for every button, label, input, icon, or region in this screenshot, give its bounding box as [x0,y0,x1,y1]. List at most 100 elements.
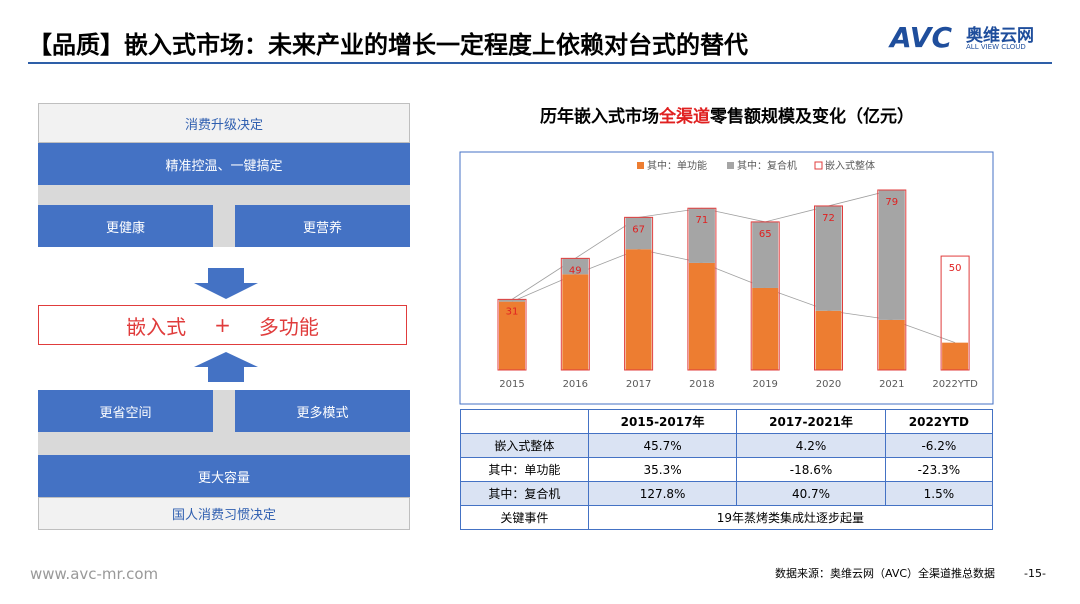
chart-frame [459,151,994,405]
table-cell: 35.3% [587,457,738,482]
x-tick-label: 2015 [499,379,524,390]
logo-name: 奥维云网 [966,25,1034,46]
data-label: 65 [759,229,772,240]
arrow-up [194,352,258,382]
total-outline [940,255,970,371]
page-number: -15- [1024,566,1046,580]
arrow-down [194,268,258,299]
slide-title: 【品质】嵌入式市场：未来产业的增长一定程度上依赖对台式的替代 [28,30,748,59]
table-cell: 其中：单功能 [460,457,589,482]
logo-mark: AVC [890,20,952,54]
title-part: 历年嵌入式市场 [540,106,659,127]
frame [38,432,410,455]
table-row: 其中：单功能 35.3% -18.6% -23.3% [460,457,994,482]
table-cell: 4.2% [736,433,886,458]
logo-sub: ALL VIEW CLOUD [966,43,1026,51]
data-label: 49 [569,265,582,276]
frame [213,205,235,247]
arrows [194,268,258,382]
table-cell: 其中：复合机 [460,481,589,506]
total-outline [497,298,527,371]
table-cell: -23.3% [884,457,994,482]
x-tick-label: 2019 [752,379,777,390]
table-header-cell: 2017-2021年 [736,409,886,434]
top-bar: 精准控温、一键搞定 [38,143,410,185]
data-label: 50 [949,263,962,274]
legend-swatch [637,162,644,169]
table-row: 嵌入式整体 45.7% 4.2% -6.2% [460,433,994,458]
title-part: 零售额规模及变化（亿元） [709,106,914,127]
frame [213,390,235,432]
chart-title: 历年嵌入式市场全渠道零售额规模及变化（亿元） [540,106,914,127]
bottom-bar: 更大容量 [38,455,410,497]
bar-segment [499,301,525,370]
legend-label: 其中：单功能 [647,159,707,172]
total-outline [877,189,907,371]
bar-segment [625,249,652,370]
bar-segment [815,310,842,370]
table-row: 关键事件 19年蒸烤类集成灶逐步起量 [460,505,994,530]
data-label: 71 [696,215,709,226]
x-tick-label: 2016 [563,379,588,390]
total-outline [624,216,654,371]
data-label: 31 [506,306,519,317]
bar-segment [688,208,715,263]
bottom-label: 国人消费习惯决定 [38,497,410,530]
title-rule [28,62,1052,64]
top-label: 消费升级决定 [38,103,410,143]
bar-segment [878,190,905,320]
bar-segment [562,258,589,275]
bar-segment [942,342,969,370]
data-label: 72 [822,213,835,224]
legend-label: 其中：复合机 [737,159,797,172]
top-right: 更营养 [235,205,410,247]
title-part: 全渠道 [658,106,710,127]
x-tick-label: 2021 [879,379,904,390]
legend-label: 嵌入式整体 [825,159,875,172]
table: 2015-2017年 2017-2021年 2022YTD 嵌入式整体 45.7% 4.2… [460,409,994,530]
total-outline [560,257,590,371]
table-cell: 45.7% [587,433,738,458]
table-cell: 关键事件 [460,505,589,530]
bar-segment [752,287,779,370]
frame [38,185,410,205]
bottom-right: 更多模式 [235,390,410,432]
table-header-cell: 2022YTD [884,409,994,434]
bar-segment [878,319,905,370]
source: 数据来源：奥维云网（AVC）全渠道推总数据 [775,567,996,580]
total-outline [750,221,780,371]
bar-segment [562,274,589,370]
total-outline [814,205,843,371]
table-header-cell: 2015-2017年 [587,409,738,434]
data-label: 79 [885,197,898,208]
center-box: 嵌入式 + 多功能 [38,305,407,345]
table-cell: 嵌入式整体 [460,433,589,458]
top-left: 更健康 [38,205,213,247]
bar-segment [752,221,779,288]
table-cell: 19年蒸烤类集成灶逐步起量 [587,505,994,530]
x-tick-label: 2018 [689,379,714,390]
table-cell: 127.8% [587,481,738,506]
table-row: 其中：复合机 127.8% 40.7% 1.5% [460,481,994,506]
x-tick-label: 2020 [816,379,841,390]
table-cell [460,409,589,434]
center-text: + [214,313,231,337]
total-outline [687,207,717,371]
table-header-row: 2015-2017年 2017-2021年 2022YTD [460,409,994,434]
bar-segment [688,262,715,370]
bar-segment [499,299,525,302]
table-cell: 40.7% [736,481,886,506]
bar-segment [815,205,842,311]
bar-segment [625,217,652,250]
legend-swatch [814,161,823,170]
chart: 历年嵌入式市场全渠道零售额规模及变化（亿元） 其中：单功能 其中：复合机 嵌入式整体… [459,106,994,405]
table-cell: -6.2% [884,433,994,458]
data-label: 67 [632,224,645,235]
website: www.avc-mr.com [30,565,159,583]
x-tick-label: 2017 [626,379,651,390]
center-text: 嵌入式 [126,314,187,339]
center-text: 多功能 [258,314,319,339]
table-cell: 1.5% [884,481,994,506]
legend-swatch [727,162,734,169]
